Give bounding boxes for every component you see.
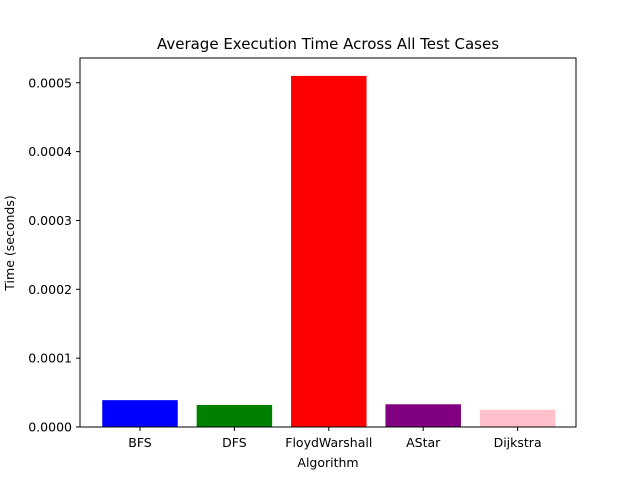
y-tick-label: 0.0005 — [28, 75, 72, 90]
y-axis-ticks: 0.0000 0.0001 0.0002 0.0003 0.0004 0.0005 — [28, 75, 80, 435]
chart-title: Average Execution Time Across All Test C… — [157, 35, 499, 53]
x-tick-label: FloydWarshall — [285, 435, 372, 450]
x-axis-label: Algorithm — [297, 455, 358, 470]
bar-dijkstra — [479, 409, 556, 427]
y-tick-label: 0.0002 — [28, 282, 72, 297]
y-tick-label: 0.0004 — [28, 144, 72, 159]
plot-frame — [79, 57, 577, 428]
x-tick-label: Dijkstra — [494, 435, 542, 450]
bar-astar — [385, 404, 461, 427]
bars-layer — [102, 75, 556, 428]
x-tick-label: BFS — [128, 435, 152, 450]
bar-dfs — [196, 404, 273, 427]
x-axis-ticks: BFS DFS FloydWarshall AStar Dijkstra — [128, 427, 542, 450]
x-tick-label: DFS — [222, 435, 247, 450]
x-tick-label: AStar — [406, 435, 441, 450]
y-tick-label: 0.0000 — [28, 420, 72, 435]
bar-floydwarshall — [291, 75, 367, 428]
y-tick-label: 0.0001 — [28, 351, 72, 366]
y-axis-label: Time (seconds) — [2, 195, 17, 291]
y-tick-label: 0.0003 — [28, 213, 72, 228]
bar-bfs — [102, 400, 178, 427]
